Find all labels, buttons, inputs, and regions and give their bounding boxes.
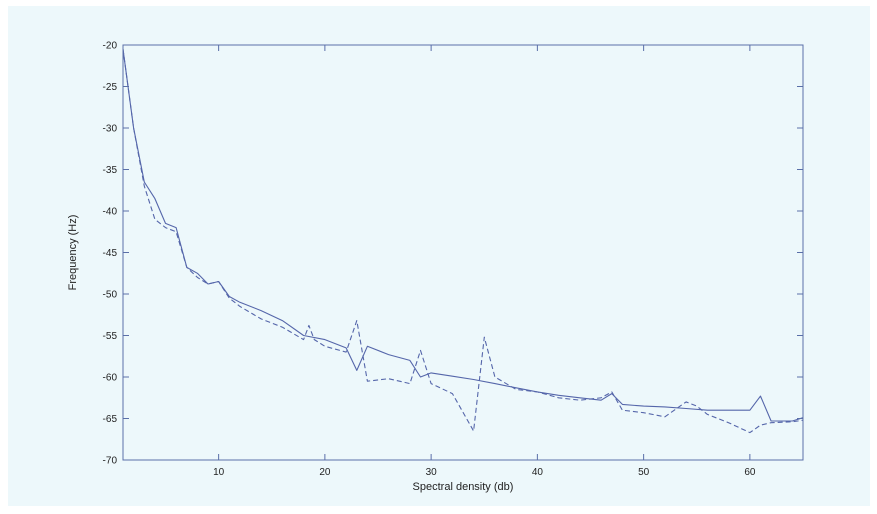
x-tick-label: 20 <box>319 467 331 478</box>
y-tick-label: -50 <box>103 290 118 301</box>
y-tick-label: -55 <box>103 331 118 342</box>
x-tick-label: 50 <box>638 467 650 478</box>
x-tick-label: 40 <box>532 467 544 478</box>
y-axis-label: Frequency (Hz) <box>67 215 79 291</box>
y-tick-label: -45 <box>103 248 118 259</box>
series-line-1 <box>122 49 804 422</box>
x-tick-label: 60 <box>744 467 756 478</box>
y-tick-label: -70 <box>103 456 118 467</box>
y-tick-label: -65 <box>103 414 118 425</box>
y-tick-label: -35 <box>103 165 118 176</box>
y-tick-label: -25 <box>103 82 118 93</box>
line-chart: 10 20 30 40 50 60 -20 -25 -30 -35 -40 -45 -50 -55 -60 -… <box>67 41 804 493</box>
series-line-2 <box>122 49 804 434</box>
y-tick-label: -30 <box>103 124 118 135</box>
figure-canvas: 10 20 30 40 50 60 -20 -25 -30 -35 -40 -45 -50 -55 -60 -… <box>8 6 870 506</box>
plot-area <box>123 45 803 460</box>
x-tick-label: 30 <box>426 467 438 478</box>
x-axis-label: Spectral density (db) <box>413 481 514 493</box>
y-tick-label: -60 <box>103 373 118 384</box>
x-tick-label: 10 <box>213 467 225 478</box>
y-tick-label: -40 <box>103 207 118 218</box>
y-tick-label: -20 <box>103 41 118 52</box>
